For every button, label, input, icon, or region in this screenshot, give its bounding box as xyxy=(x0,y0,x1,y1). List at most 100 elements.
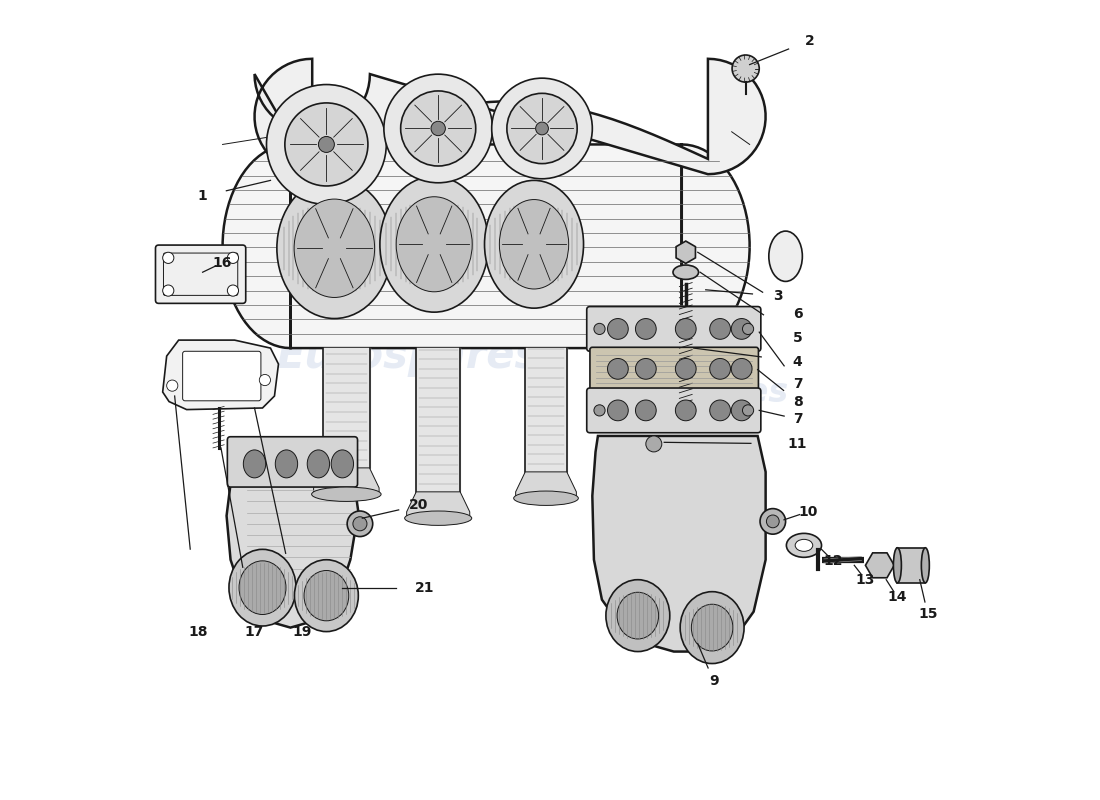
Text: 2: 2 xyxy=(805,34,814,48)
Circle shape xyxy=(536,122,549,135)
Ellipse shape xyxy=(275,450,298,478)
Circle shape xyxy=(228,252,239,263)
Circle shape xyxy=(636,358,657,379)
Text: 10: 10 xyxy=(799,505,817,519)
FancyBboxPatch shape xyxy=(228,437,358,487)
Text: 7: 7 xyxy=(793,377,802,391)
Ellipse shape xyxy=(922,548,930,583)
Ellipse shape xyxy=(795,539,813,551)
Circle shape xyxy=(594,323,605,334)
Ellipse shape xyxy=(769,231,802,282)
Ellipse shape xyxy=(673,265,698,279)
Ellipse shape xyxy=(379,176,488,312)
Ellipse shape xyxy=(405,511,472,526)
Text: 9: 9 xyxy=(708,674,718,688)
Text: 18: 18 xyxy=(189,625,208,638)
Ellipse shape xyxy=(484,180,583,308)
Ellipse shape xyxy=(606,580,670,651)
Text: 4: 4 xyxy=(793,354,802,369)
Circle shape xyxy=(767,515,779,528)
Ellipse shape xyxy=(617,592,659,639)
Ellipse shape xyxy=(294,199,375,298)
Ellipse shape xyxy=(396,197,472,292)
Ellipse shape xyxy=(229,550,296,626)
Text: 19: 19 xyxy=(293,625,312,638)
Circle shape xyxy=(607,400,628,421)
Ellipse shape xyxy=(277,178,392,318)
Circle shape xyxy=(732,318,752,339)
Text: 16: 16 xyxy=(213,256,232,270)
Ellipse shape xyxy=(331,450,353,478)
Ellipse shape xyxy=(307,450,330,478)
Circle shape xyxy=(266,85,386,204)
Ellipse shape xyxy=(243,450,266,478)
FancyBboxPatch shape xyxy=(590,347,758,390)
Circle shape xyxy=(167,380,178,391)
Text: 3: 3 xyxy=(773,289,782,303)
Polygon shape xyxy=(314,468,380,494)
Polygon shape xyxy=(163,340,278,410)
Text: 1: 1 xyxy=(198,190,208,203)
Circle shape xyxy=(163,252,174,263)
Polygon shape xyxy=(254,58,766,174)
Text: 14: 14 xyxy=(888,590,907,604)
Circle shape xyxy=(636,400,657,421)
Text: spares: spares xyxy=(663,375,789,409)
Circle shape xyxy=(318,137,334,153)
Circle shape xyxy=(675,318,696,339)
Circle shape xyxy=(710,358,730,379)
Circle shape xyxy=(348,511,373,537)
Text: 8: 8 xyxy=(793,394,802,409)
Circle shape xyxy=(675,400,696,421)
Circle shape xyxy=(353,517,367,531)
Circle shape xyxy=(492,78,592,178)
FancyBboxPatch shape xyxy=(155,245,245,303)
Circle shape xyxy=(675,358,696,379)
FancyBboxPatch shape xyxy=(183,351,261,401)
Circle shape xyxy=(710,318,730,339)
Ellipse shape xyxy=(304,570,349,621)
Ellipse shape xyxy=(680,592,744,663)
Bar xyxy=(898,548,925,583)
Circle shape xyxy=(742,405,754,416)
Circle shape xyxy=(594,405,605,416)
Circle shape xyxy=(732,358,752,379)
Circle shape xyxy=(646,436,662,452)
Circle shape xyxy=(710,400,730,421)
Ellipse shape xyxy=(295,560,359,631)
Text: 7: 7 xyxy=(793,412,802,426)
Ellipse shape xyxy=(311,487,381,502)
Circle shape xyxy=(384,74,493,182)
Ellipse shape xyxy=(499,199,569,289)
Circle shape xyxy=(285,103,367,186)
Text: 15: 15 xyxy=(918,607,937,621)
Circle shape xyxy=(431,122,446,136)
Circle shape xyxy=(607,358,628,379)
Ellipse shape xyxy=(692,604,733,651)
Ellipse shape xyxy=(786,534,822,558)
Polygon shape xyxy=(516,472,576,498)
Circle shape xyxy=(228,285,239,296)
Circle shape xyxy=(733,55,759,82)
Polygon shape xyxy=(592,436,766,651)
Ellipse shape xyxy=(239,561,286,614)
Polygon shape xyxy=(222,145,749,348)
FancyBboxPatch shape xyxy=(586,388,761,433)
Ellipse shape xyxy=(893,548,901,583)
Text: 13: 13 xyxy=(856,573,876,586)
Circle shape xyxy=(636,318,657,339)
Ellipse shape xyxy=(514,491,579,506)
Text: 17: 17 xyxy=(245,625,264,638)
FancyBboxPatch shape xyxy=(586,306,761,351)
Circle shape xyxy=(400,91,475,166)
Text: 6: 6 xyxy=(793,306,802,321)
Text: 20: 20 xyxy=(408,498,428,513)
Text: 21: 21 xyxy=(415,581,434,594)
Circle shape xyxy=(742,323,754,334)
Circle shape xyxy=(507,94,578,164)
Text: 5: 5 xyxy=(793,330,802,345)
Circle shape xyxy=(732,400,752,421)
Polygon shape xyxy=(227,484,359,628)
Circle shape xyxy=(163,285,174,296)
Text: 12: 12 xyxy=(824,554,844,568)
